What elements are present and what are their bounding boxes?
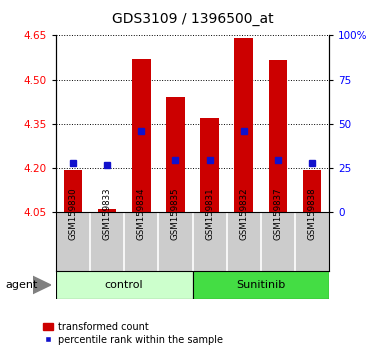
Text: GDS3109 / 1396500_at: GDS3109 / 1396500_at — [112, 12, 273, 27]
Polygon shape — [33, 276, 51, 294]
Legend: transformed count, percentile rank within the sample: transformed count, percentile rank withi… — [40, 318, 227, 348]
Bar — [303, 170, 321, 212]
Text: GSM159838: GSM159838 — [308, 188, 316, 240]
Text: control: control — [105, 280, 144, 290]
Bar — [192, 271, 329, 299]
Text: GSM159830: GSM159830 — [69, 188, 77, 240]
Text: GSM159832: GSM159832 — [239, 188, 248, 240]
Bar — [234, 38, 253, 212]
Text: Sunitinib: Sunitinib — [236, 280, 285, 290]
Bar — [56, 271, 192, 299]
Text: GSM159835: GSM159835 — [171, 188, 180, 240]
Bar — [98, 209, 117, 212]
Text: GSM159833: GSM159833 — [102, 188, 112, 240]
Bar — [268, 61, 287, 212]
Bar — [200, 118, 219, 212]
Text: GSM159834: GSM159834 — [137, 188, 146, 240]
Text: GSM159831: GSM159831 — [205, 188, 214, 240]
Bar — [64, 170, 82, 212]
Text: GSM159837: GSM159837 — [273, 188, 283, 240]
Text: agent: agent — [6, 280, 38, 290]
Bar — [166, 97, 185, 212]
Bar — [132, 59, 151, 212]
